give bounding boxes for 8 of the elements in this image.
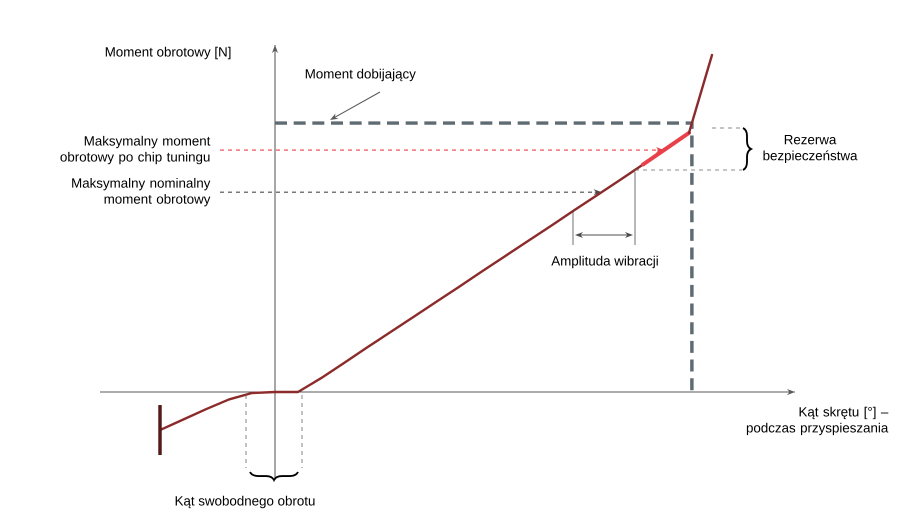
ref-line-label: Maksymalny moment obrotowy po chip tuningu xyxy=(60,136,210,164)
y-axis-title: Moment obrotowy [N] xyxy=(106,46,230,60)
annotation: Moment dobijający xyxy=(306,68,416,82)
text: Rezerwa bezpieczeństwa xyxy=(763,135,858,163)
ref-line-label: Maksymalny nominalny moment obrotowy xyxy=(72,178,210,206)
text: Kąt swobodnego obrotu xyxy=(176,496,315,508)
x-axis-title: Kąt skrętu [°] – podczas przyspieszania xyxy=(746,406,888,436)
annotation: Amplituda wibracji xyxy=(551,256,658,268)
